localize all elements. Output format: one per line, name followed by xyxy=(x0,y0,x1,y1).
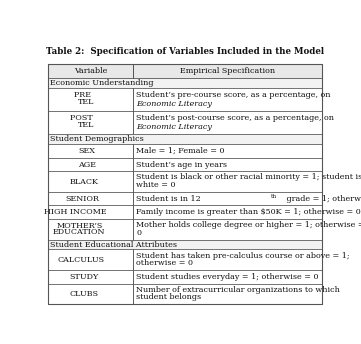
Bar xyxy=(133,158,322,171)
Bar xyxy=(48,270,133,283)
Text: Student’s pre-course score, as a percentage, on: Student’s pre-course score, as a percent… xyxy=(136,91,333,99)
Bar xyxy=(133,219,322,239)
Bar xyxy=(48,219,133,239)
Bar xyxy=(133,171,322,192)
Text: th: th xyxy=(271,194,277,199)
Text: Student Educational Attributes: Student Educational Attributes xyxy=(50,240,177,248)
Text: Student studies everyday = 1; otherwise = 0: Student studies everyday = 1; otherwise … xyxy=(136,273,318,281)
Text: Table 2:  Specification of Variables Included in the Model: Table 2: Specification of Variables Incl… xyxy=(46,47,324,56)
Text: student belongs: student belongs xyxy=(136,293,201,301)
Bar xyxy=(133,111,322,134)
Text: STUDY: STUDY xyxy=(70,273,99,281)
Bar xyxy=(48,64,322,78)
Text: otherwise = 0: otherwise = 0 xyxy=(136,259,193,267)
Text: TEL: TEL xyxy=(78,98,95,106)
Bar xyxy=(48,134,322,144)
Bar xyxy=(48,171,133,192)
Text: Male = 1; Female = 0: Male = 1; Female = 0 xyxy=(136,147,225,155)
Bar xyxy=(48,158,133,171)
Text: white = 0: white = 0 xyxy=(136,181,175,189)
Bar xyxy=(133,88,322,111)
Bar xyxy=(48,283,133,304)
Text: BLACK: BLACK xyxy=(70,178,99,185)
Text: Variable: Variable xyxy=(74,67,108,75)
Bar xyxy=(133,270,322,283)
Text: SEX: SEX xyxy=(78,147,95,155)
Text: PRE: PRE xyxy=(74,92,93,99)
Text: POST: POST xyxy=(70,115,95,122)
Text: Number of extracurricular organizations to which: Number of extracurricular organizations … xyxy=(136,286,340,294)
Bar xyxy=(133,249,322,270)
Text: CALCULUS: CALCULUS xyxy=(57,256,104,264)
Text: Family income is greater than $50K = 1; otherwise = 0: Family income is greater than $50K = 1; … xyxy=(136,208,361,216)
Bar xyxy=(48,144,133,158)
Bar xyxy=(48,205,133,219)
Text: Empirical Specification: Empirical Specification xyxy=(180,67,275,75)
Text: CLUBS: CLUBS xyxy=(70,290,99,298)
Text: Student’s age in years: Student’s age in years xyxy=(136,161,227,169)
Text: MOTHER’S: MOTHER’S xyxy=(57,222,104,230)
Text: Student has taken pre-calculus course or above = 1;: Student has taken pre-calculus course or… xyxy=(136,251,350,260)
Bar xyxy=(48,249,133,270)
Text: Student’s post-course score, as a percentage, on: Student’s post-course score, as a percen… xyxy=(136,114,336,122)
Bar xyxy=(133,205,322,219)
Bar xyxy=(48,78,322,88)
Text: Student is in 12: Student is in 12 xyxy=(136,195,201,203)
Text: Economic Literacy: Economic Literacy xyxy=(136,100,212,108)
Text: grade = 1; otherwise = 0: grade = 1; otherwise = 0 xyxy=(284,195,361,203)
Text: SENIOR: SENIOR xyxy=(66,195,100,203)
Text: Mother holds college degree or higher = 1; otherwise =: Mother holds college degree or higher = … xyxy=(136,221,361,229)
Text: Economic Literacy: Economic Literacy xyxy=(136,123,212,131)
Bar xyxy=(48,192,133,205)
Text: Student is black or other racial minority = 1; student is: Student is black or other racial minorit… xyxy=(136,173,361,182)
Bar xyxy=(133,283,322,304)
Bar xyxy=(48,111,133,134)
Text: AGE: AGE xyxy=(78,161,96,169)
Bar xyxy=(48,64,133,78)
Text: EDUCATION: EDUCATION xyxy=(53,228,105,236)
Text: 0: 0 xyxy=(136,229,141,237)
Text: HIGH INCOME: HIGH INCOME xyxy=(44,208,107,216)
Bar xyxy=(48,239,322,249)
Bar xyxy=(48,88,133,111)
Text: Student Demographics: Student Demographics xyxy=(50,135,144,143)
Text: TEL: TEL xyxy=(78,121,95,129)
Bar xyxy=(133,192,322,205)
Text: Economic Understanding: Economic Understanding xyxy=(50,79,154,87)
Bar xyxy=(133,144,322,158)
